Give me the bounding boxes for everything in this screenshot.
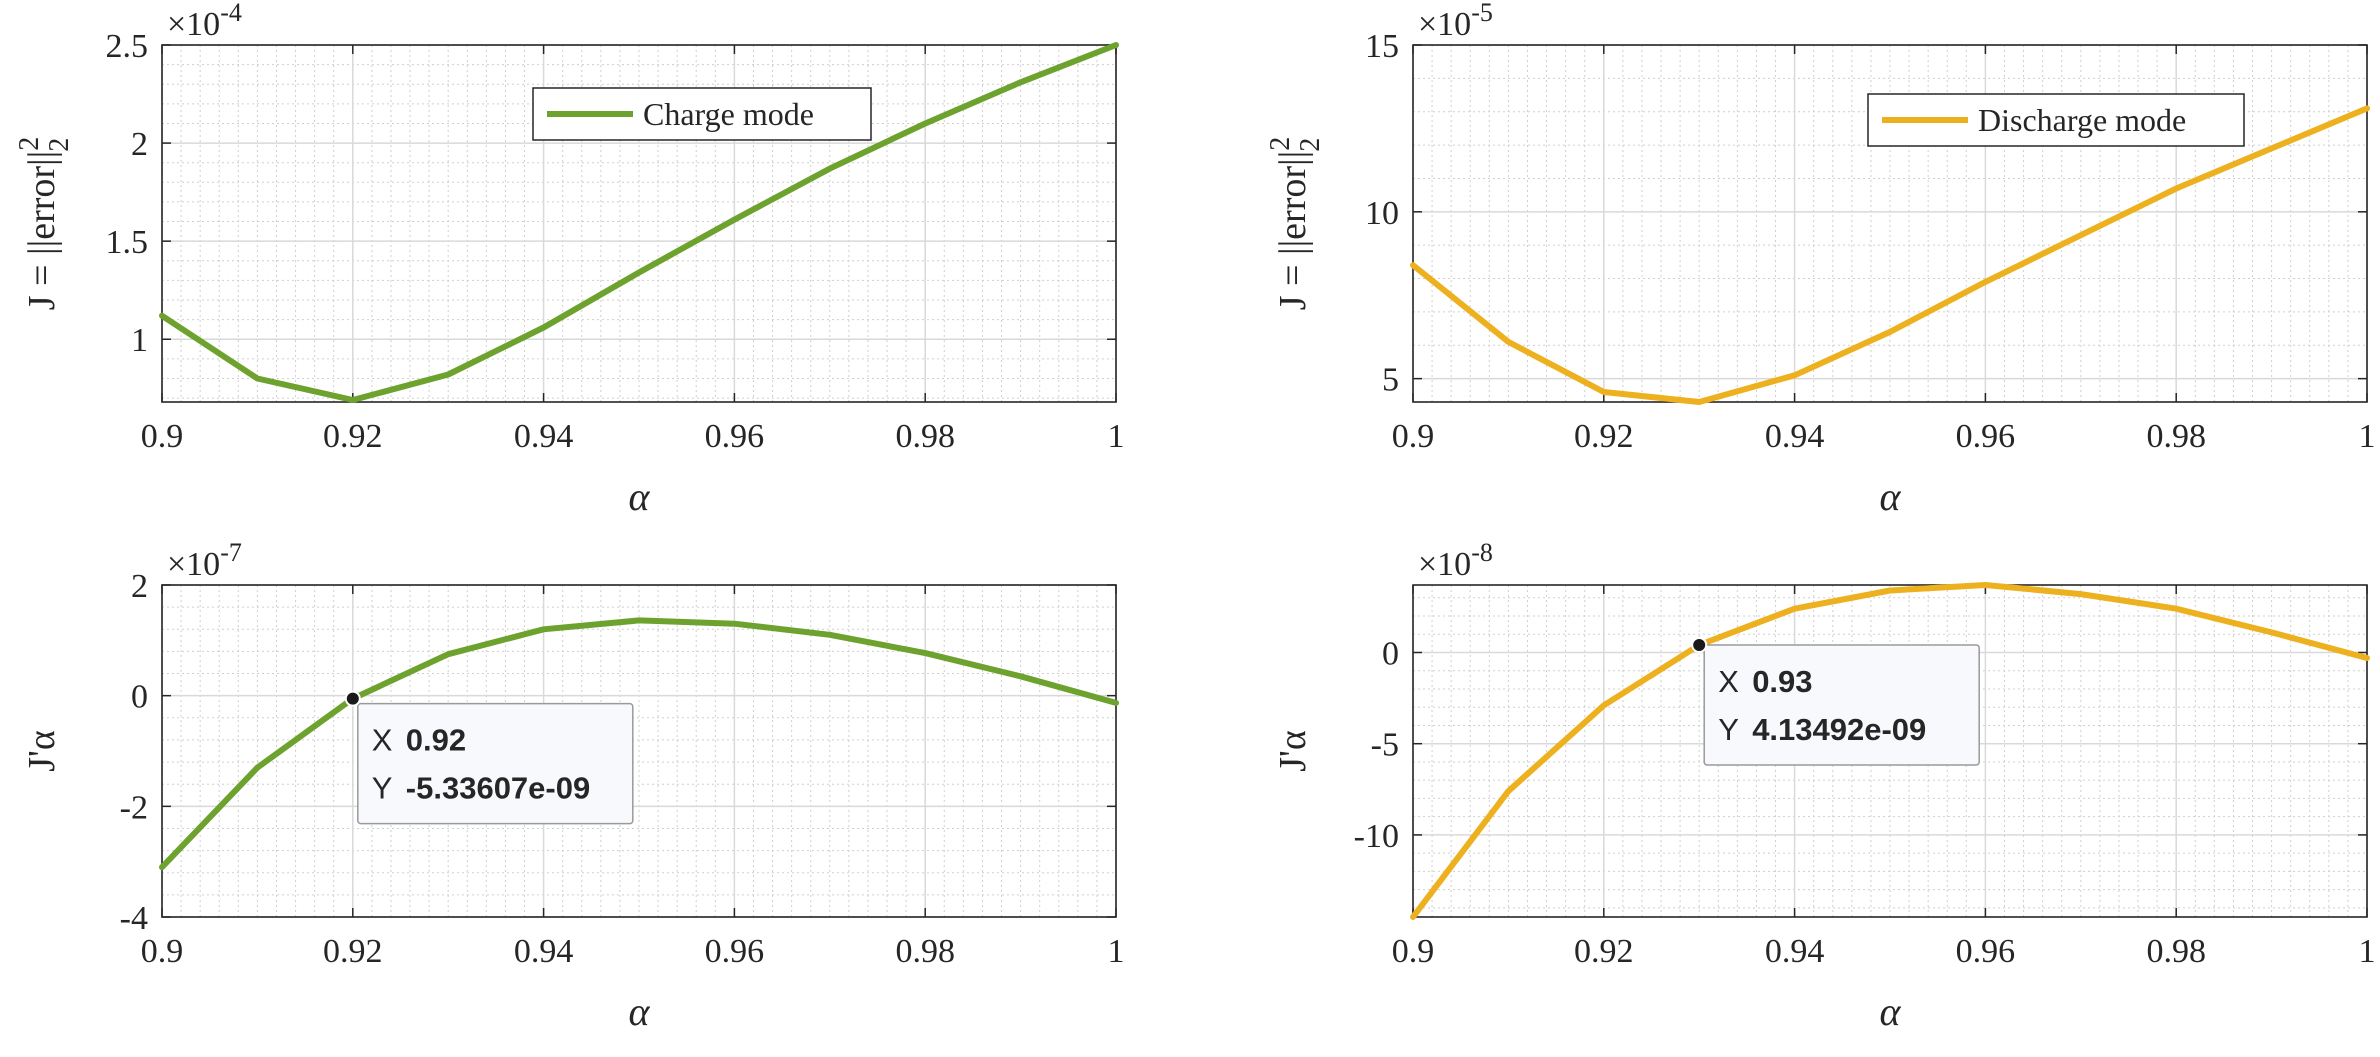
axis-exponent-label: ×10-7 [167, 538, 242, 583]
y-axis-label-main: J'α [1272, 730, 1314, 772]
chart-tl: 0.9 0.92 0.94 0.96 0.98 1 1 1.5 2 2.5 ×10-4 α J = ||… [14, 0, 1125, 519]
x-tick-label: 0.94 [514, 418, 574, 455]
datatip-x-value: 0.93 [1752, 664, 1812, 699]
x-tick-label: 1 [1108, 933, 1125, 970]
exponent-power: -8 [1471, 538, 1493, 567]
x-tick-label: 0.92 [323, 933, 383, 970]
x-tick-label: 0.92 [1574, 933, 1634, 970]
datatip-box [357, 702, 634, 825]
x-tick-label: 0.92 [1574, 418, 1634, 455]
y-axis-label-superscript: 2 [14, 137, 45, 151]
x-axis-label: α [1880, 989, 1902, 1034]
x-axis-label: α [629, 989, 651, 1034]
datatip-box [1703, 644, 1980, 766]
legend-entry: Discharge mode [1978, 102, 2186, 138]
x-tick-label: 0.92 [323, 418, 383, 455]
legend: Charge mode [532, 87, 872, 141]
exponent-power: -4 [220, 0, 242, 27]
y-axis-label-main: J'α [21, 730, 63, 772]
datatip-marker[interactable] [344, 690, 361, 707]
y-tick-label: 1 [131, 322, 148, 359]
x-tick-label: 0.98 [2146, 933, 2206, 970]
y-tick-label: 15 [1365, 28, 1399, 65]
datatip-x-value: 0.92 [406, 723, 466, 758]
y-axis-label-subscript: 2 [44, 138, 75, 152]
y-tick-label: -10 [1354, 818, 1399, 855]
x-tick-label: 0.96 [1956, 418, 2016, 455]
y-tick-label: 5 [1382, 362, 1399, 399]
exponent-base: ×10 [167, 6, 220, 43]
y-tick-label: -5 [1371, 727, 1399, 764]
x-tick-label: 0.98 [2146, 418, 2206, 455]
x-axis-label: α [1880, 474, 1902, 519]
series-line [1410, 582, 2370, 920]
axis-exponent-label: ×10-8 [1418, 538, 1493, 583]
axes-box [1412, 44, 2368, 403]
x-tick-label: 0.96 [705, 933, 765, 970]
axes-box [161, 584, 1117, 918]
x-tick-label: 1 [2359, 418, 2376, 455]
y-tick-label: 0 [1382, 635, 1399, 672]
legend-entry: Charge mode [643, 96, 814, 132]
x-tick-label: 0.98 [895, 418, 955, 455]
y-axis-label-subscript: 2 [1295, 138, 1326, 152]
datatip[interactable]: X 0.92 Y -5.33607e-09 [344, 690, 634, 825]
exponent-power: -5 [1471, 0, 1493, 27]
x-tick-label: 0.94 [1765, 933, 1825, 970]
y-tick-label: 10 [1365, 195, 1399, 232]
x-tick-label: 0.9 [1392, 418, 1435, 455]
datatip-y-value: -5.33607e-09 [406, 771, 590, 806]
y-axis-label: J'α [21, 730, 63, 772]
x-tick-label: 0.96 [1956, 933, 2016, 970]
axes-box [1412, 584, 2368, 918]
datatip-y-value: 4.13492e-09 [1752, 712, 1926, 747]
x-axis-label: α [629, 474, 651, 519]
axis-exponent-label: ×10-5 [1418, 0, 1493, 43]
y-tick-label: 2 [131, 568, 148, 605]
series-line [159, 42, 1119, 403]
grid [161, 584, 1117, 918]
x-tick-label: 0.94 [514, 933, 574, 970]
x-tick-label: 1 [2359, 933, 2376, 970]
series-line [159, 617, 1119, 871]
datatip-y-label: Y [1718, 712, 1739, 747]
x-tick-label: 0.9 [141, 933, 184, 970]
y-tick-label: 2.5 [106, 28, 149, 65]
y-tick-label: -2 [120, 789, 148, 826]
y-tick-label: 0 [131, 679, 148, 716]
y-tick-label: 2 [131, 126, 148, 163]
y-axis-label: J'α [1272, 730, 1314, 772]
legend: Discharge mode [1867, 93, 2245, 147]
exponent-power: -7 [220, 538, 242, 567]
datatip-y-label: Y [372, 771, 393, 806]
y-axis-label-superscript: 2 [1265, 137, 1296, 151]
datatip-x-label: X [1718, 664, 1739, 699]
datatip-x-label: X [372, 723, 393, 758]
y-axis-label: J = ||error||22 [1265, 137, 1326, 310]
y-tick-label: -4 [120, 900, 148, 937]
x-tick-label: 0.9 [1392, 933, 1435, 970]
y-tick-label: 1.5 [106, 224, 149, 261]
chart-bl: 0.9 0.92 0.94 0.96 0.98 1 -4 -2 0 2 ×10-7 α J'α X 0.92… [21, 538, 1125, 1034]
x-tick-label: 0.98 [895, 933, 955, 970]
exponent-base: ×10 [1418, 546, 1471, 583]
x-tick-label: 1 [1108, 418, 1125, 455]
y-axis-label-main: J = ||error|| [21, 151, 63, 310]
axes-box [161, 44, 1117, 403]
exponent-base: ×10 [167, 546, 220, 583]
chart-br: 0.9 0.92 0.94 0.96 0.98 1 -10 -5 0 ×10-8 α J'α X 0.93… [1272, 538, 2376, 1034]
y-axis-label: J = ||error||22 [14, 137, 75, 310]
x-tick-label: 0.9 [141, 418, 184, 455]
datatip-marker[interactable] [1691, 636, 1708, 653]
x-tick-label: 0.94 [1765, 418, 1825, 455]
series-line [1410, 105, 2370, 405]
y-axis-label-main: J = ||error|| [1272, 151, 1314, 310]
axis-exponent-label: ×10-4 [167, 0, 242, 43]
datatip[interactable]: X 0.93 Y 4.13492e-09 [1691, 636, 1980, 766]
x-tick-label: 0.96 [705, 418, 765, 455]
exponent-base: ×10 [1418, 6, 1471, 43]
